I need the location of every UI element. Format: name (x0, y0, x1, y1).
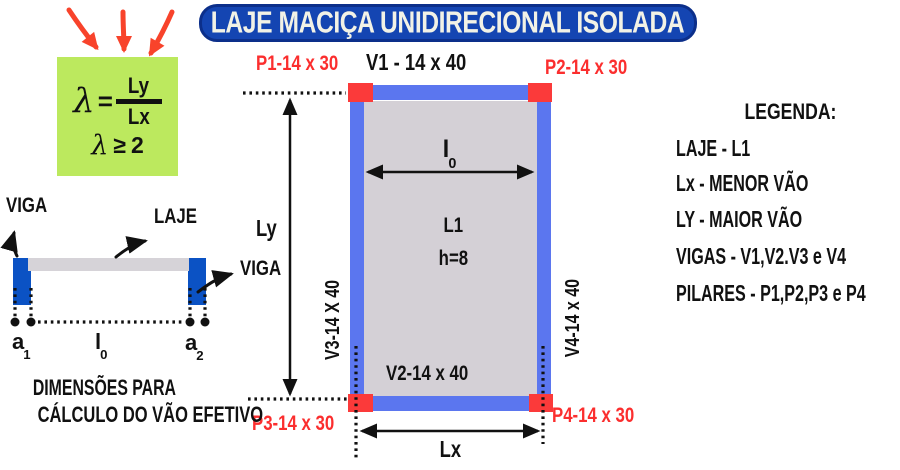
legend-heading: LEGENDA: (744, 99, 837, 124)
dim-dot (26, 317, 36, 327)
plan-beam-v1 (372, 85, 529, 100)
pillar-p4-label: P4-14 x 30 (552, 404, 635, 427)
page-title: LAJE MACIÇA UNIDIRECIONAL ISOLADA (199, 4, 697, 42)
pillar-p1-label: P1-14 x 30 (256, 52, 339, 75)
lambda-condition: λ ≥ 2 (91, 132, 144, 159)
slab-thickness-label: h=8 (438, 247, 468, 270)
condition-lambda-symbol: λ (91, 129, 109, 161)
beam-v2-label: V2-14 x 40 (386, 362, 469, 385)
plan-slab (364, 101, 537, 396)
section-slab (28, 258, 189, 271)
condition-value: 2 (130, 131, 144, 158)
legend-item-laje: LAJE - L1 (676, 135, 751, 161)
legend-item-ly: LY - MAIOR VÃO (676, 206, 803, 232)
plan-pillar-p4 (529, 394, 553, 412)
ly-over-lx-fraction: Ly Lx (115, 72, 162, 129)
laje-callout-arrow (114, 236, 148, 259)
red-arrows-group (66, 7, 175, 57)
legend-item-lx: Lx - MENOR VÃO (676, 170, 809, 196)
dim-dot (185, 317, 195, 327)
ly-dim-label: Ly (256, 215, 277, 241)
pillar-p3-label: P3-14 x 30 (252, 412, 335, 435)
dim-dot (10, 317, 20, 327)
viga-top-label: VIGA (6, 194, 48, 217)
lambda-equation: λ = Ly Lx (73, 72, 162, 129)
plan-pillar-p1 (348, 83, 373, 102)
viga-right-label: VIGA (240, 257, 282, 280)
slab-id-label: L1 (443, 214, 463, 237)
beam-v3-label: V3-14 X 40 (321, 279, 344, 361)
laje-label: LAJE (154, 205, 197, 228)
plan-pillar-p3 (348, 394, 373, 412)
plan-l0-label: l0 (442, 136, 457, 172)
viga-left-callout-arrow (0, 230, 19, 258)
equals-sign: = (97, 85, 113, 116)
red-arrow-left (66, 7, 99, 51)
lx-dim-label: Lx (439, 436, 461, 462)
fraction-numerator: Ly (128, 72, 150, 98)
plan-pillar-p2 (528, 83, 552, 102)
section-caption-line2: CÁLCULO DO VÃO EFETIVO (37, 402, 264, 427)
plan-beam-v3 (350, 101, 364, 395)
plan-beam-v4 (537, 101, 551, 395)
pillar-p2-label: P2-14 x 30 (545, 56, 628, 79)
lambda-symbol: λ (73, 81, 95, 121)
red-arrow-middle (115, 9, 132, 53)
lambda-formula-box: λ = Ly Lx λ ≥ 2 (57, 57, 178, 176)
red-arrow-right (148, 9, 175, 57)
section-dim-dots (10, 317, 210, 327)
fraction-bar (115, 98, 162, 104)
beam-v4-label: V4-14 x 40 (561, 278, 584, 358)
beam-v1-label: V1 - 14 x 40 (366, 49, 467, 75)
dim-l0-label: l0 (95, 329, 108, 363)
section-caption-line1: DIMENSÕES PARA (32, 375, 177, 400)
plan-beam-v2 (372, 396, 530, 411)
dim-dot (200, 317, 210, 327)
section-beam-right (188, 258, 206, 305)
legend-item-pilares: PILARES - P1,P2,P3 e P4 (676, 280, 866, 306)
legend-item-vigas: VIGAS - V1,V2.V3 e V4 (676, 243, 847, 269)
fraction-denominator: Lx (127, 103, 150, 129)
condition-operator: ≥ (113, 131, 126, 158)
dim-a2-label: a2 (185, 330, 204, 364)
section-beam-left (13, 258, 31, 305)
dim-a1-label: a1 (12, 329, 31, 363)
page-title-text: LAJE MACIÇA UNIDIRECIONAL ISOLADA (211, 5, 685, 40)
